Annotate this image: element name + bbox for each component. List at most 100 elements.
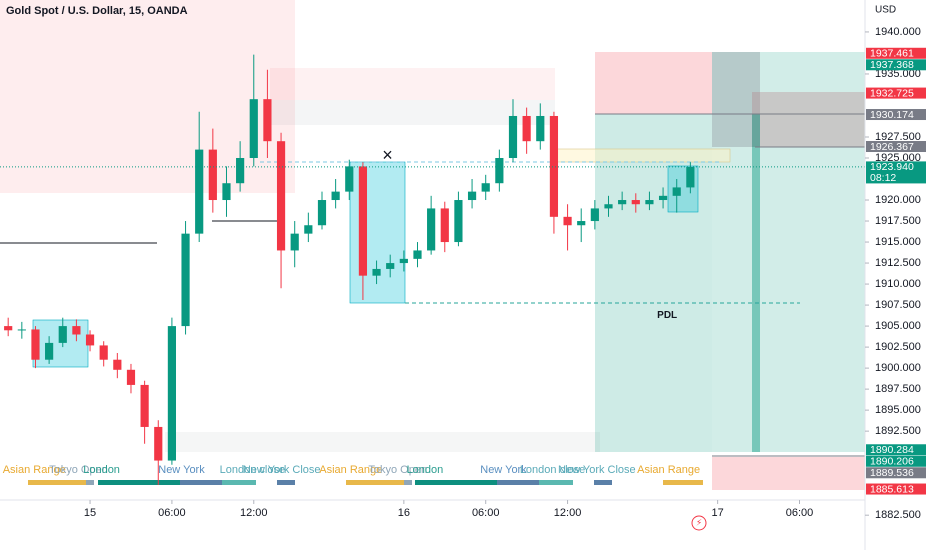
x-tick-label: 16: [398, 507, 410, 519]
zone: [270, 100, 555, 125]
candle-body: [536, 115, 545, 142]
y-tick-label: 1897.500: [875, 383, 921, 395]
candle-body: [222, 183, 231, 201]
candle-body: [276, 141, 286, 251]
candle-body: [290, 233, 299, 251]
candle-body: [99, 345, 108, 360]
zone: [752, 92, 865, 147]
y-tick-label: 1940.000: [875, 26, 921, 38]
price-label-box: [866, 483, 926, 495]
y-tick-label: 1905.000: [875, 320, 921, 332]
price-label-box: [866, 444, 926, 456]
y-tick-label: 1927.500: [875, 131, 921, 143]
candle-body: [686, 166, 695, 188]
candle-body: [631, 200, 640, 205]
session-label: London: [407, 464, 444, 476]
price-label: 1930.174: [870, 109, 914, 121]
zone: [712, 52, 760, 147]
price-label: 1937.461: [870, 48, 914, 60]
candle-body: [522, 115, 531, 142]
candle-body: [45, 342, 54, 360]
price-label-box: [866, 161, 926, 184]
candle-body: [645, 200, 654, 205]
y-tick-label: 1915.000: [875, 236, 921, 248]
price-label: 1890.206: [870, 456, 914, 468]
annotation: PDL: [657, 310, 677, 321]
candle-body: [167, 326, 177, 461]
price-label: 1885.613: [870, 483, 914, 495]
price-label: 1889.536: [870, 467, 914, 479]
x-tick-label: 06:00: [158, 507, 186, 519]
stop-zone: [712, 457, 865, 490]
x-tick-label: 15: [84, 507, 96, 519]
candle-body: [113, 359, 122, 370]
y-tick-label: 1902.500: [875, 341, 921, 353]
candle-body: [549, 115, 559, 217]
replay-icon[interactable]: ⚡: [696, 517, 702, 527]
candle-body: [618, 200, 627, 205]
price-label: 1890.284: [870, 444, 914, 456]
x-tick-label: 12:00: [554, 507, 582, 519]
session-label: Asian Range: [3, 464, 66, 476]
candle-body: [236, 158, 245, 184]
candle-body: [577, 221, 586, 226]
candle-body: [590, 208, 599, 222]
zone: [752, 114, 760, 452]
target-zone: [595, 114, 712, 452]
zone: [270, 68, 555, 100]
y-tick-label: 1925.000: [875, 152, 921, 164]
y-tick-label: 1910.000: [875, 278, 921, 290]
session-label: Tokyo Open: [49, 464, 108, 476]
session-label: Asian Range: [637, 464, 700, 476]
candle-body: [604, 204, 613, 209]
candle-body: [331, 191, 340, 201]
session-label: Asian Range: [319, 464, 382, 476]
price-label: 1926.367: [870, 141, 914, 153]
y-tick-label: 1895.000: [875, 404, 921, 416]
candle-body: [399, 258, 408, 264]
session-label: London close: [220, 464, 285, 476]
replay-icon[interactable]: [691, 515, 707, 531]
x-tick-label: 06:00: [472, 507, 500, 519]
candle-body: [249, 99, 258, 159]
candle-body: [4, 326, 13, 331]
candle-body: [317, 200, 327, 226]
y-tick-label: 1892.500: [875, 425, 921, 437]
candle-body: [58, 326, 67, 343]
candle-body: [481, 183, 490, 192]
session-label: New York: [158, 464, 205, 476]
candle-body: [126, 369, 136, 385]
candle-body: [181, 233, 190, 327]
candle-body: [658, 195, 668, 201]
x-tick-label: 17: [712, 507, 724, 519]
x-tick-label: 12:00: [240, 507, 268, 519]
session-label: New York Close: [243, 464, 321, 476]
session-label: London close: [520, 464, 585, 476]
stop-zone: [595, 52, 712, 114]
candle-body: [358, 166, 368, 276]
session-label: London: [83, 464, 120, 476]
candle-body: [508, 115, 518, 159]
y-tick-label: 1912.500: [875, 257, 921, 269]
price-label-box: [866, 87, 926, 99]
price-label-box: [866, 467, 926, 479]
candle-body: [563, 216, 572, 226]
symbol-title: Gold Spot / U.S. Dollar, 15, OANDA: [6, 5, 188, 17]
x-tick-label: 06:00: [786, 507, 814, 519]
countdown: 08:12: [870, 172, 896, 184]
candle-body: [17, 329, 26, 331]
candle-body: [304, 225, 313, 234]
candle-body: [495, 158, 504, 184]
y-tick-label: 1935.000: [875, 68, 921, 80]
price-label-box: [866, 109, 926, 121]
y-tick-label: 1882.500: [875, 509, 921, 521]
y-tick-label: 1920.000: [875, 194, 921, 206]
currency: USD: [875, 5, 896, 16]
price-label-box: [866, 59, 926, 71]
session-bars: [28, 480, 703, 485]
y-tick-label: 1900.000: [875, 362, 921, 374]
y-tick-label: 1917.500: [875, 215, 921, 227]
price-label-box: [866, 141, 926, 153]
session-label: Tokyo Open: [368, 464, 427, 476]
